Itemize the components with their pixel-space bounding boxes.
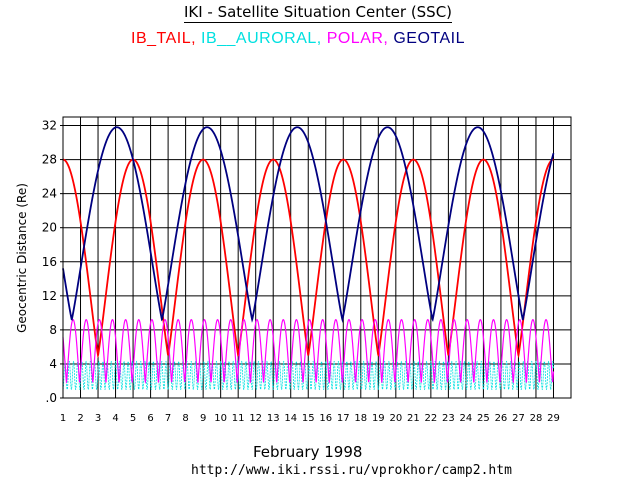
x-tick-label: 18 [354,413,367,424]
x-tick-label: 9 [200,413,206,424]
x-tick-label: 3 [95,413,101,424]
source-url: http://www.iki.rssi.ru/vprokhor/camp2.ht… [191,463,512,478]
chart-title: IKI - Satellite Situation Center (SSC) [0,3,636,23]
x-ticks: 1 2 3 4 5 6 7 8 9 10 11 12 13 14 15 16 17 18 19 20 21 22 23 24 2… [60,413,560,424]
x-tick-label: 8 [182,413,188,424]
x-tick-label: 29 [547,413,560,424]
x-tick-label: 28 [530,413,543,424]
x-tick-label: 16 [319,413,332,424]
x-tick-label: 20 [389,413,402,424]
legend-ib-auroral: IB__AURORAL, [201,30,322,47]
series-line-ib-auroral [62,360,554,391]
y-tick-label: 4 [49,357,57,371]
x-tick-label: 15 [302,413,315,424]
legend-polar: POLAR, [326,30,389,47]
frame-layer [62,116,572,399]
x-tick-label: 27 [512,413,525,424]
grid-layer [62,117,571,399]
x-tick-label: 10 [214,413,227,424]
plot-frame [62,116,572,399]
y-axis-label: Geocentric Distance (Re) [15,183,29,333]
y-tick-label: .0 [46,391,57,405]
legend: IB_TAIL, IB__AURORAL, POLAR, GEOTAIL [0,30,596,48]
x-axis-label: February 1998 [253,443,363,461]
x-tick-label: 12 [249,413,262,424]
y-tick-label: 20 [42,221,57,235]
x-tick-label: 6 [147,413,153,424]
x-tick-label: 14 [284,413,297,424]
x-tick-label: 24 [460,413,473,424]
y-ticks: .0 4 8 12 16 20 24 28 32 [42,119,63,405]
x-tick-label: 22 [424,413,437,424]
x-tick-label: 5 [130,413,136,424]
y-tick-label: 8 [49,323,57,337]
x-tick-label: 7 [165,413,171,424]
y-tick-label: 16 [42,255,57,269]
x-tick-label: 23 [442,413,455,424]
y-tick-label: 24 [42,187,57,201]
x-tick-label: 13 [267,413,280,424]
series-line-ib-tail [63,158,554,359]
x-tick-label: 17 [337,413,350,424]
chart-title-text: IKI - Satellite Situation Center (SSC) [183,3,453,23]
x-tick-label: 19 [372,413,385,424]
x-tick-label: 26 [495,413,508,424]
series-line-geotail [62,126,555,324]
series-layer [62,126,555,391]
x-tick-label: 21 [407,413,420,424]
y-tick-label: 12 [42,289,57,303]
x-tick-label: 1 [60,413,66,424]
legend-geotail: GEOTAIL [393,30,465,47]
y-tick-label: 28 [42,153,57,167]
x-tick-label: 25 [477,413,490,424]
x-tick-label: 11 [232,413,245,424]
series-line-polar [62,319,555,384]
y-tick-label: 32 [42,119,57,133]
x-tick-label: 4 [112,413,118,424]
x-tick-label: 2 [77,413,83,424]
legend-ib-tail: IB_TAIL, [131,30,197,47]
